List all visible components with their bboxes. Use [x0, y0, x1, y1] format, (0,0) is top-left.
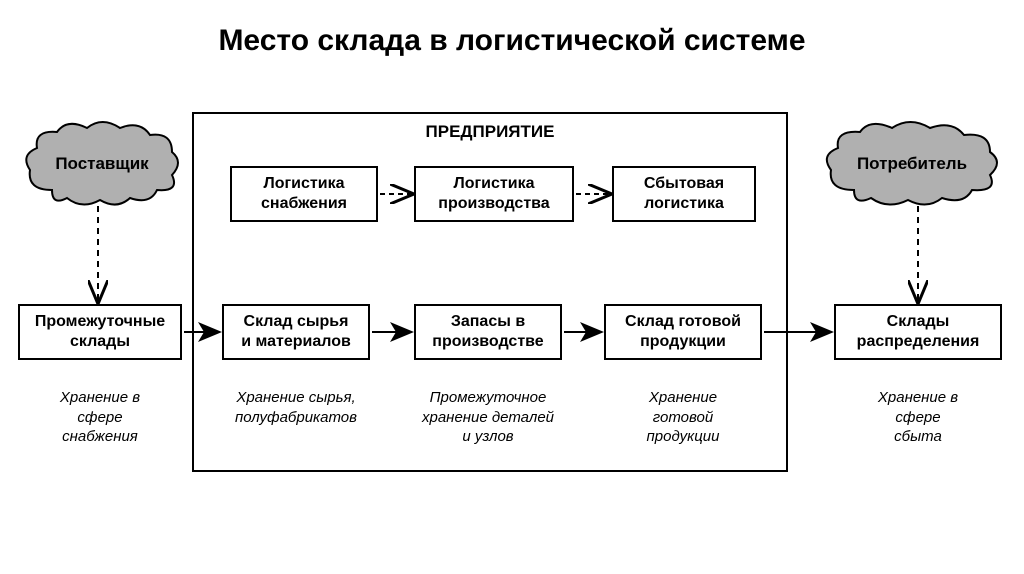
node-wip-stock: Запасы впроизводстве: [414, 304, 562, 360]
node-supply-logistics: Логистикаснабжения: [230, 166, 378, 222]
node-production-logistics: Логистикапроизводства: [414, 166, 574, 222]
consumer-cloud: Потребитель: [822, 120, 1002, 210]
caption-fg-storage: Хранениеготовойпродукции: [604, 388, 762, 447]
supplier-label: Поставщик: [22, 154, 182, 174]
supplier-cloud: Поставщик: [22, 120, 182, 210]
node-intermediate-warehouse: Промежуточныесклады: [18, 304, 182, 360]
node-raw-materials-warehouse: Склад сырьяи материалов: [222, 304, 370, 360]
caption-raw-storage: Хранение сырья,полуфабрикатов: [206, 388, 386, 427]
caption-wip-storage: Промежуточноехранение деталейи узлов: [400, 388, 576, 447]
node-finished-goods-warehouse: Склад готовойпродукции: [604, 304, 762, 360]
caption-supply-storage: Хранение всфереснабжения: [18, 388, 182, 447]
node-distribution-warehouse: Складыраспределения: [834, 304, 1002, 360]
caption-dist-storage: Хранение всфересбыта: [834, 388, 1002, 447]
enterprise-label: ПРЕДПРИЯТИЕ: [192, 122, 788, 142]
consumer-label: Потребитель: [822, 154, 1002, 174]
diagram-title: Место склада в логистической системе: [0, 24, 1024, 58]
node-sales-logistics: Сбытоваялогистика: [612, 166, 756, 222]
